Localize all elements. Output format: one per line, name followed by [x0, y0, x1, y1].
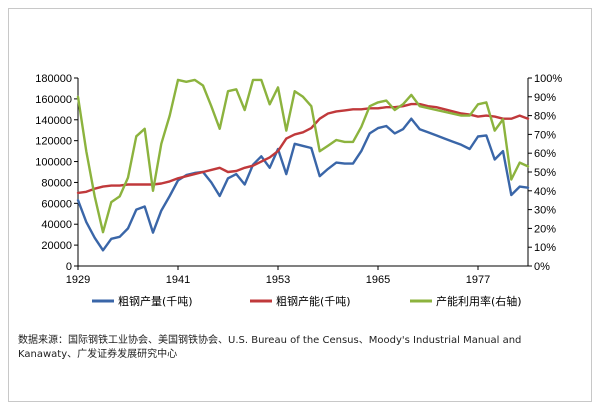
y-right-tick-label: 90%: [534, 92, 556, 104]
y-left-tick-label: 0: [66, 261, 72, 273]
y-right-tick-label: 80%: [534, 111, 556, 123]
x-tick-label: 1953: [266, 274, 290, 286]
y-left-tick-label: 160000: [35, 94, 72, 106]
y-left-tick-label: 180000: [35, 73, 72, 85]
y-right-tick-label: 40%: [534, 186, 556, 198]
y-left-tick-label: 80000: [41, 177, 72, 189]
y-left-tick-label: 140000: [35, 115, 72, 127]
legend-label-1: 粗钢产量(千吨): [118, 294, 193, 308]
x-tick-label: 1965: [366, 274, 390, 286]
y-left-tick-label: 40000: [41, 219, 72, 231]
y-right-tick-label: 60%: [534, 148, 556, 160]
y-right-tick-label: 0%: [534, 261, 550, 273]
y-right-tick-label: 50%: [534, 167, 556, 179]
y-right-tick-label: 20%: [534, 223, 556, 235]
legend-label-2: 粗钢产能(千吨): [276, 294, 351, 308]
y-left-tick-label: 120000: [35, 136, 72, 148]
series-line-2: [76, 102, 530, 195]
legend-label-3: 产能利用率(右轴): [436, 294, 522, 308]
y-left-tick-label: 60000: [41, 198, 72, 210]
y-right-tick-label: 100%: [534, 73, 562, 85]
y-left-tick-label: 100000: [35, 157, 72, 169]
y-right-tick-label: 10%: [534, 242, 556, 254]
series-line-3: [76, 78, 530, 234]
y-left-tick-label: 20000: [41, 240, 72, 252]
x-tick-label: 1941: [166, 274, 190, 286]
source-text: 国际钢铁工业协会、美国钢铁协会、U.S. Bureau of the Censu…: [18, 335, 522, 360]
y-right-tick-label: 70%: [534, 129, 556, 141]
series-line-1: [76, 117, 530, 252]
x-tick-label: 1977: [466, 274, 490, 286]
x-tick-label: 1929: [66, 274, 90, 286]
source-note: 数据来源：国际钢铁工业协会、美国钢铁协会、U.S. Bureau of the …: [18, 334, 578, 362]
chart-frame: [8, 8, 592, 402]
y-right-tick-label: 30%: [534, 205, 556, 217]
source-label: 数据来源：: [18, 335, 68, 346]
